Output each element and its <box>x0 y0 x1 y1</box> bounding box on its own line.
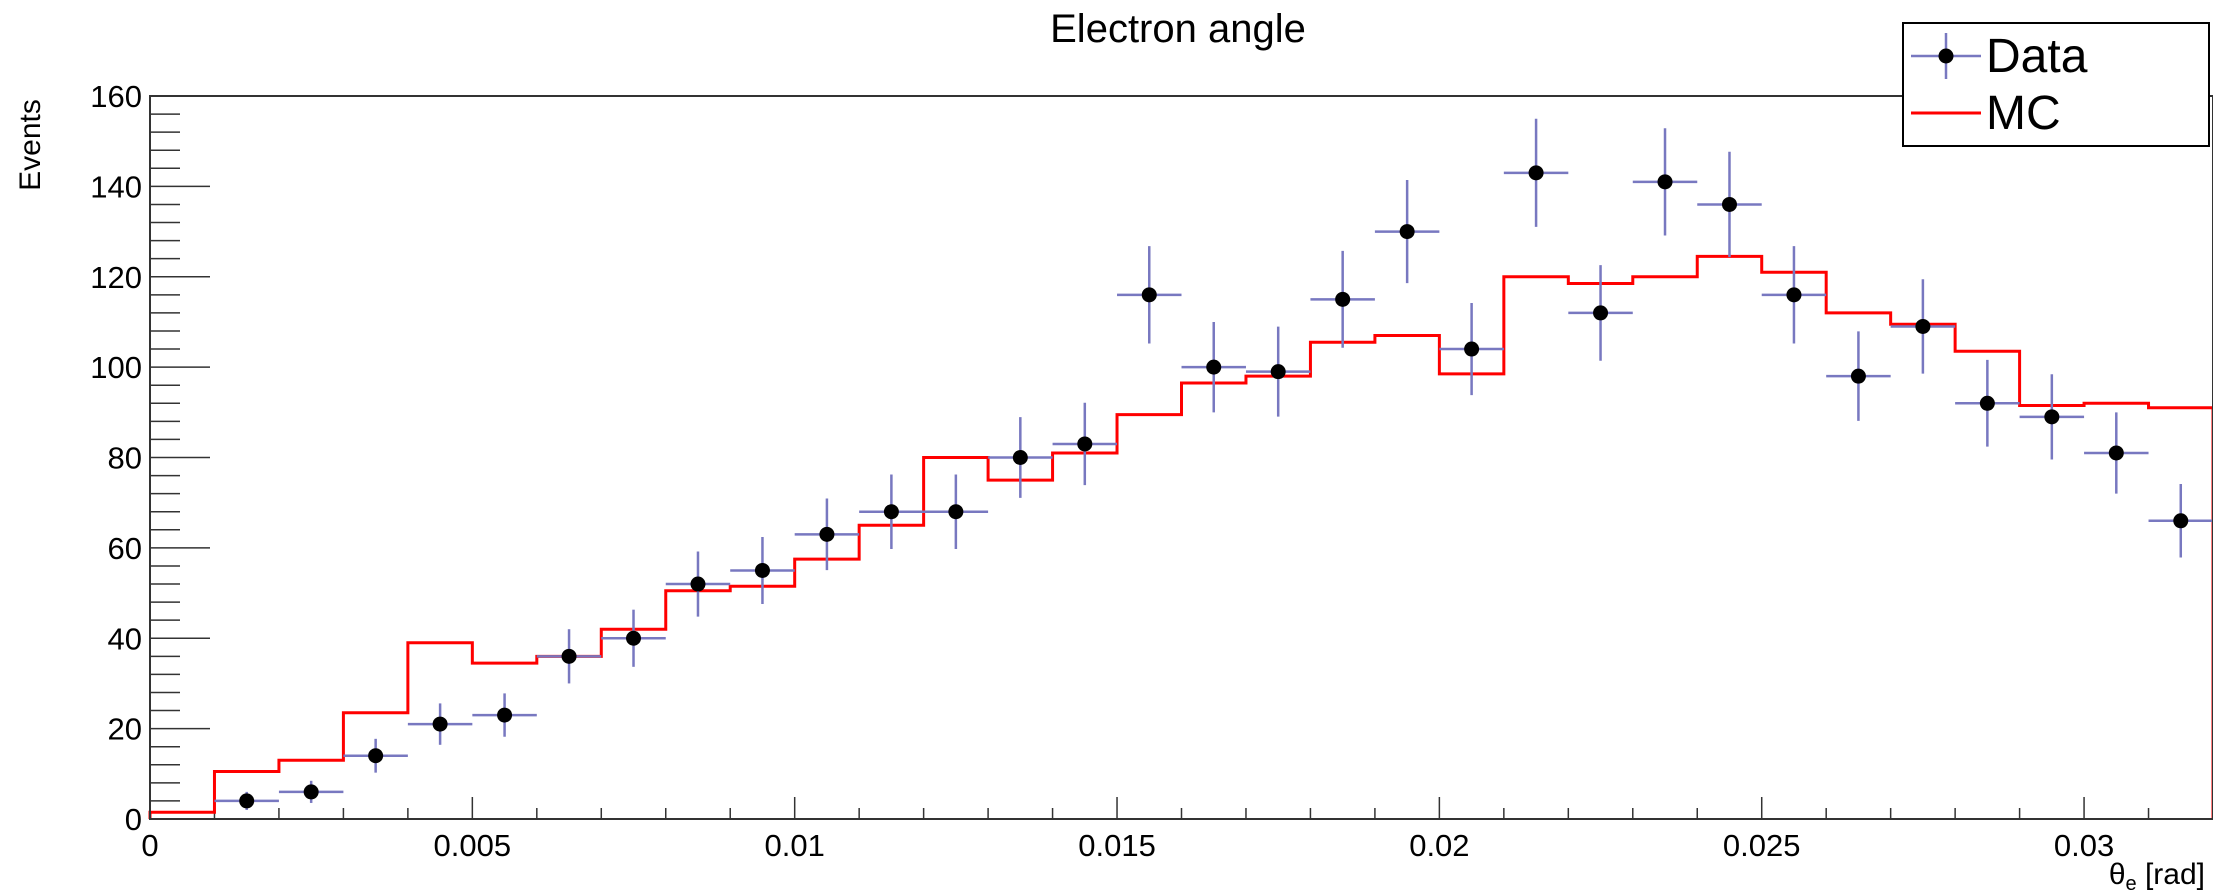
x-tick-label: 0.015 <box>1078 828 1156 863</box>
x-tick-label: 0.02 <box>1409 828 1469 863</box>
x-axis-title: θe [rad] <box>2109 858 2205 892</box>
data-point-marker <box>884 504 899 519</box>
x-tick-label: 0.03 <box>2054 828 2114 863</box>
x-axis-title-subscript: e <box>2126 873 2137 892</box>
data-point-marker <box>1722 197 1737 212</box>
data-point-marker <box>1335 292 1350 307</box>
data-point-marker <box>2173 513 2188 528</box>
data-point-marker <box>626 631 641 646</box>
x-axis-title-main: θ <box>2109 858 2126 891</box>
y-tick-label: 0 <box>125 802 142 837</box>
x-tick-label: 0.005 <box>434 828 512 863</box>
data-point-marker <box>433 717 448 732</box>
data-point-marker <box>304 784 319 799</box>
data-point-marker <box>948 504 963 519</box>
data-point-marker <box>1142 287 1157 302</box>
data-point-marker <box>239 793 254 808</box>
data-point-marker <box>755 563 770 578</box>
x-tick-label: 0.025 <box>1723 828 1801 863</box>
data-point-marker <box>2044 409 2059 424</box>
legend-data-marker <box>1939 49 1954 64</box>
data-point-marker <box>1400 224 1415 239</box>
data-point-marker <box>819 527 834 542</box>
data-point-marker <box>1529 165 1544 180</box>
data-point-marker <box>1915 319 1930 334</box>
data-point-marker <box>1980 396 1995 411</box>
data-point-marker <box>1271 364 1286 379</box>
data-point-marker <box>1593 305 1608 320</box>
x-tick-label: 0.01 <box>765 828 825 863</box>
data-point-marker <box>2109 445 2124 460</box>
data-point-marker <box>562 649 577 664</box>
y-tick-label: 60 <box>108 531 142 566</box>
x-axis-title-unit: [rad] <box>2137 858 2205 891</box>
data-point-marker <box>1464 342 1479 357</box>
data-point-marker <box>1786 287 1801 302</box>
y-tick-label: 20 <box>108 712 142 747</box>
data-point-marker <box>1206 360 1221 375</box>
y-tick-label: 40 <box>108 621 142 656</box>
data-point-marker <box>1851 369 1866 384</box>
y-axis-title: Events <box>14 99 47 191</box>
legend: Data MC <box>1903 23 2209 146</box>
y-tick-label: 100 <box>90 350 142 385</box>
data-point-marker <box>690 577 705 592</box>
data-point-marker <box>1077 436 1092 451</box>
y-tick-label: 80 <box>108 441 142 476</box>
x-tick-label: 0 <box>141 828 158 863</box>
legend-label-data: Data <box>1986 30 2088 83</box>
data-point-marker <box>1658 174 1673 189</box>
data-point-marker <box>1013 450 1028 465</box>
data-point-marker <box>497 708 512 723</box>
legend-label-mc: MC <box>1986 87 2061 140</box>
data-point-marker <box>368 748 383 763</box>
y-tick-label: 140 <box>90 169 142 204</box>
y-tick-label: 120 <box>90 260 142 295</box>
chart-title: Electron angle <box>1050 7 1306 51</box>
y-tick-label: 160 <box>90 79 142 114</box>
